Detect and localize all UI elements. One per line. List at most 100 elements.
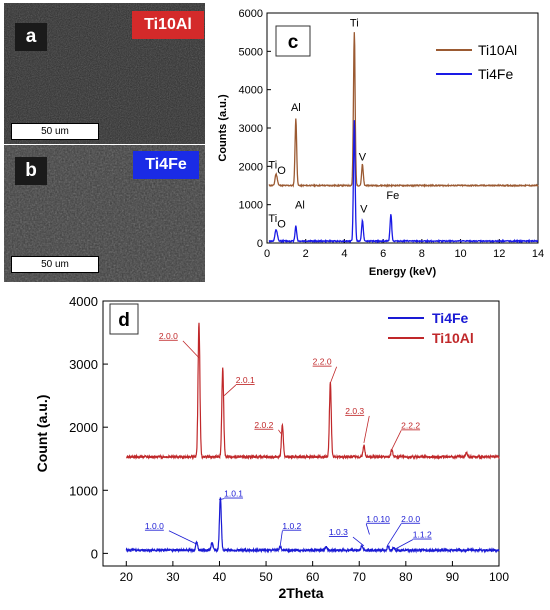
- y-tick-label: 1000: [69, 483, 98, 498]
- x-tick-label: 20: [120, 570, 134, 584]
- ti4fe-peak-label: 1.1.2: [413, 530, 432, 540]
- panel-label-d: d: [118, 310, 130, 331]
- x-tick-label: 70: [353, 570, 367, 584]
- eds-spectrum-chart: 0 2 4 6 8 10 12 14 0 1000 2000 3000 4000 5000 6000 Ener…: [217, 8, 544, 278]
- xrd-annotations: 2.0.0 2.0.1 2.0.2 2.2.0 2.0.3 2.2.2 1.0.1 1.0.0…: [145, 331, 432, 550]
- ti10al-peak-leader: [182, 340, 200, 359]
- panel-label-c: c: [288, 32, 299, 53]
- ti4fe-peak-leader: [218, 498, 225, 501]
- y-tick-label: 4000: [239, 85, 263, 97]
- ti4fe-peak-leader: [393, 539, 414, 550]
- peak-label: O: [277, 165, 286, 177]
- y-tick-label: 6000: [239, 8, 263, 20]
- ti10al-peak-leader: [329, 366, 338, 384]
- legend-entry: Ti10Al: [478, 42, 517, 58]
- legend-entry: Ti10Al: [432, 330, 474, 346]
- x-tick-label: 60: [306, 570, 320, 584]
- ti4fe-peak-leader: [386, 523, 402, 547]
- panel-label-b: b: [15, 157, 47, 185]
- xrd-legend: Ti4Fe Ti10Al: [388, 310, 474, 346]
- ti4fe-peak-label: 1.0.3: [329, 527, 348, 537]
- y-tick-label: 1000: [239, 200, 263, 212]
- x-tick-label: 12: [493, 248, 505, 260]
- x-tick-label: 4: [341, 248, 347, 260]
- ti10al-peak-leader: [278, 429, 282, 434]
- y-axis-label: Counts (a.u.): [217, 94, 229, 162]
- xrd-pattern-chart: 20 30 40 50 60 70 80 90 100010002000300040002The…: [34, 294, 509, 601]
- ti10al-peak-label: 2.0.0: [159, 331, 178, 341]
- ti10al-peak-leader: [363, 415, 370, 444]
- x-tick-label: 10: [454, 248, 466, 260]
- x-tick-label: 90: [446, 570, 460, 584]
- series-line-ti10al: [268, 32, 539, 188]
- eds-series: [268, 32, 539, 244]
- ti4fe-peak-leader: [352, 536, 365, 547]
- x-tick-label: 2: [303, 248, 309, 260]
- ti4fe-peak-label: 1.0.0: [145, 521, 164, 531]
- xrd-series: [125, 322, 500, 554]
- ti10al-peak-label: 2.0.2: [254, 420, 273, 430]
- x-tick-label: 0: [264, 248, 270, 260]
- series-line-ti10al: [126, 322, 500, 461]
- legend-entry: Ti4Fe: [478, 66, 513, 82]
- peak-label: O: [277, 219, 286, 231]
- peak-label: Ti: [350, 17, 359, 29]
- ti4fe-peak-label: 1.0.10: [366, 514, 390, 524]
- peak-label: Al: [295, 200, 305, 212]
- ti10al-peak-leader: [223, 384, 237, 396]
- peak-label: V: [359, 152, 367, 164]
- ti4fe-peak-leader: [365, 523, 370, 535]
- panel-label-c-box: [275, 25, 311, 57]
- x-tick-label: 80: [399, 570, 413, 584]
- x-axis-label: 2Theta: [278, 585, 323, 601]
- sem-image-b: b Ti4Fe 50 um: [4, 145, 205, 282]
- alloy-label-ti4fe: Ti4Fe: [133, 151, 199, 179]
- x-axis-label: Energy (keV): [369, 266, 437, 278]
- peak-label: Ti: [268, 213, 277, 225]
- y-tick-label: 4000: [69, 294, 98, 309]
- series-line-ti4fe: [268, 120, 539, 244]
- ti4fe-peak-leader: [279, 530, 283, 548]
- ti4fe-peak-label: 1.0.1: [224, 489, 243, 499]
- y-tick-label: 0: [91, 546, 98, 561]
- x-tick-label: 8: [419, 248, 425, 260]
- scale-bar-b: 50 um: [11, 256, 99, 273]
- ti10al-peak-label: 2.0.3: [345, 406, 364, 416]
- x-tick-label: 50: [259, 570, 273, 584]
- ti4fe-peak-label: 2.0.0: [401, 514, 420, 524]
- ti10al-peak-leader: [391, 430, 402, 450]
- panel-label-d-box: [109, 303, 139, 335]
- peak-label: Al: [291, 102, 301, 114]
- xrd-axes: 20 30 40 50 60 70 80 90 100010002000300040002The…: [34, 294, 509, 601]
- y-tick-label: 3000: [239, 123, 263, 135]
- y-tick-label: 5000: [239, 46, 263, 58]
- x-tick-label: 30: [166, 570, 180, 584]
- sem-image-a: a Ti10Al 50 um: [4, 3, 205, 144]
- y-tick-label: 0: [257, 238, 263, 250]
- ti10al-peak-label: 2.0.1: [236, 375, 255, 385]
- peak-label: Ti: [268, 159, 277, 171]
- x-tick-label: 100: [489, 570, 509, 584]
- peak-label: Fe: [386, 190, 399, 202]
- series-line-ti4fe: [125, 497, 500, 554]
- x-tick-label: 6: [380, 248, 386, 260]
- ti4fe-peak-leader: [168, 530, 197, 545]
- x-tick-label: 14: [532, 248, 544, 260]
- legend-entry: Ti4Fe: [432, 310, 469, 326]
- y-tick-label: 2000: [69, 420, 98, 435]
- y-tick-label: 2000: [239, 161, 263, 173]
- xrd-plot-frame: [102, 300, 500, 567]
- eds-axes: 0 2 4 6 8 10 12 14 0 1000 2000 3000 4000 5000 6000 Ener…: [217, 8, 544, 278]
- ti10al-peak-label: 2.2.0: [313, 357, 332, 367]
- panel-label-a: a: [15, 23, 47, 51]
- y-tick-label: 3000: [69, 357, 98, 372]
- ti10al-peak-label: 2.2.2: [401, 420, 420, 430]
- eds-legend: Ti10Al Ti4Fe: [436, 42, 517, 82]
- y-axis-label: Count (a.u.): [34, 395, 50, 473]
- x-tick-label: 40: [213, 570, 227, 584]
- scale-bar-a: 50 um: [11, 123, 99, 140]
- ti4fe-peak-label: 1.0.2: [282, 521, 301, 531]
- peak-label: V: [360, 203, 368, 215]
- alloy-label-ti10al: Ti10Al: [132, 11, 204, 39]
